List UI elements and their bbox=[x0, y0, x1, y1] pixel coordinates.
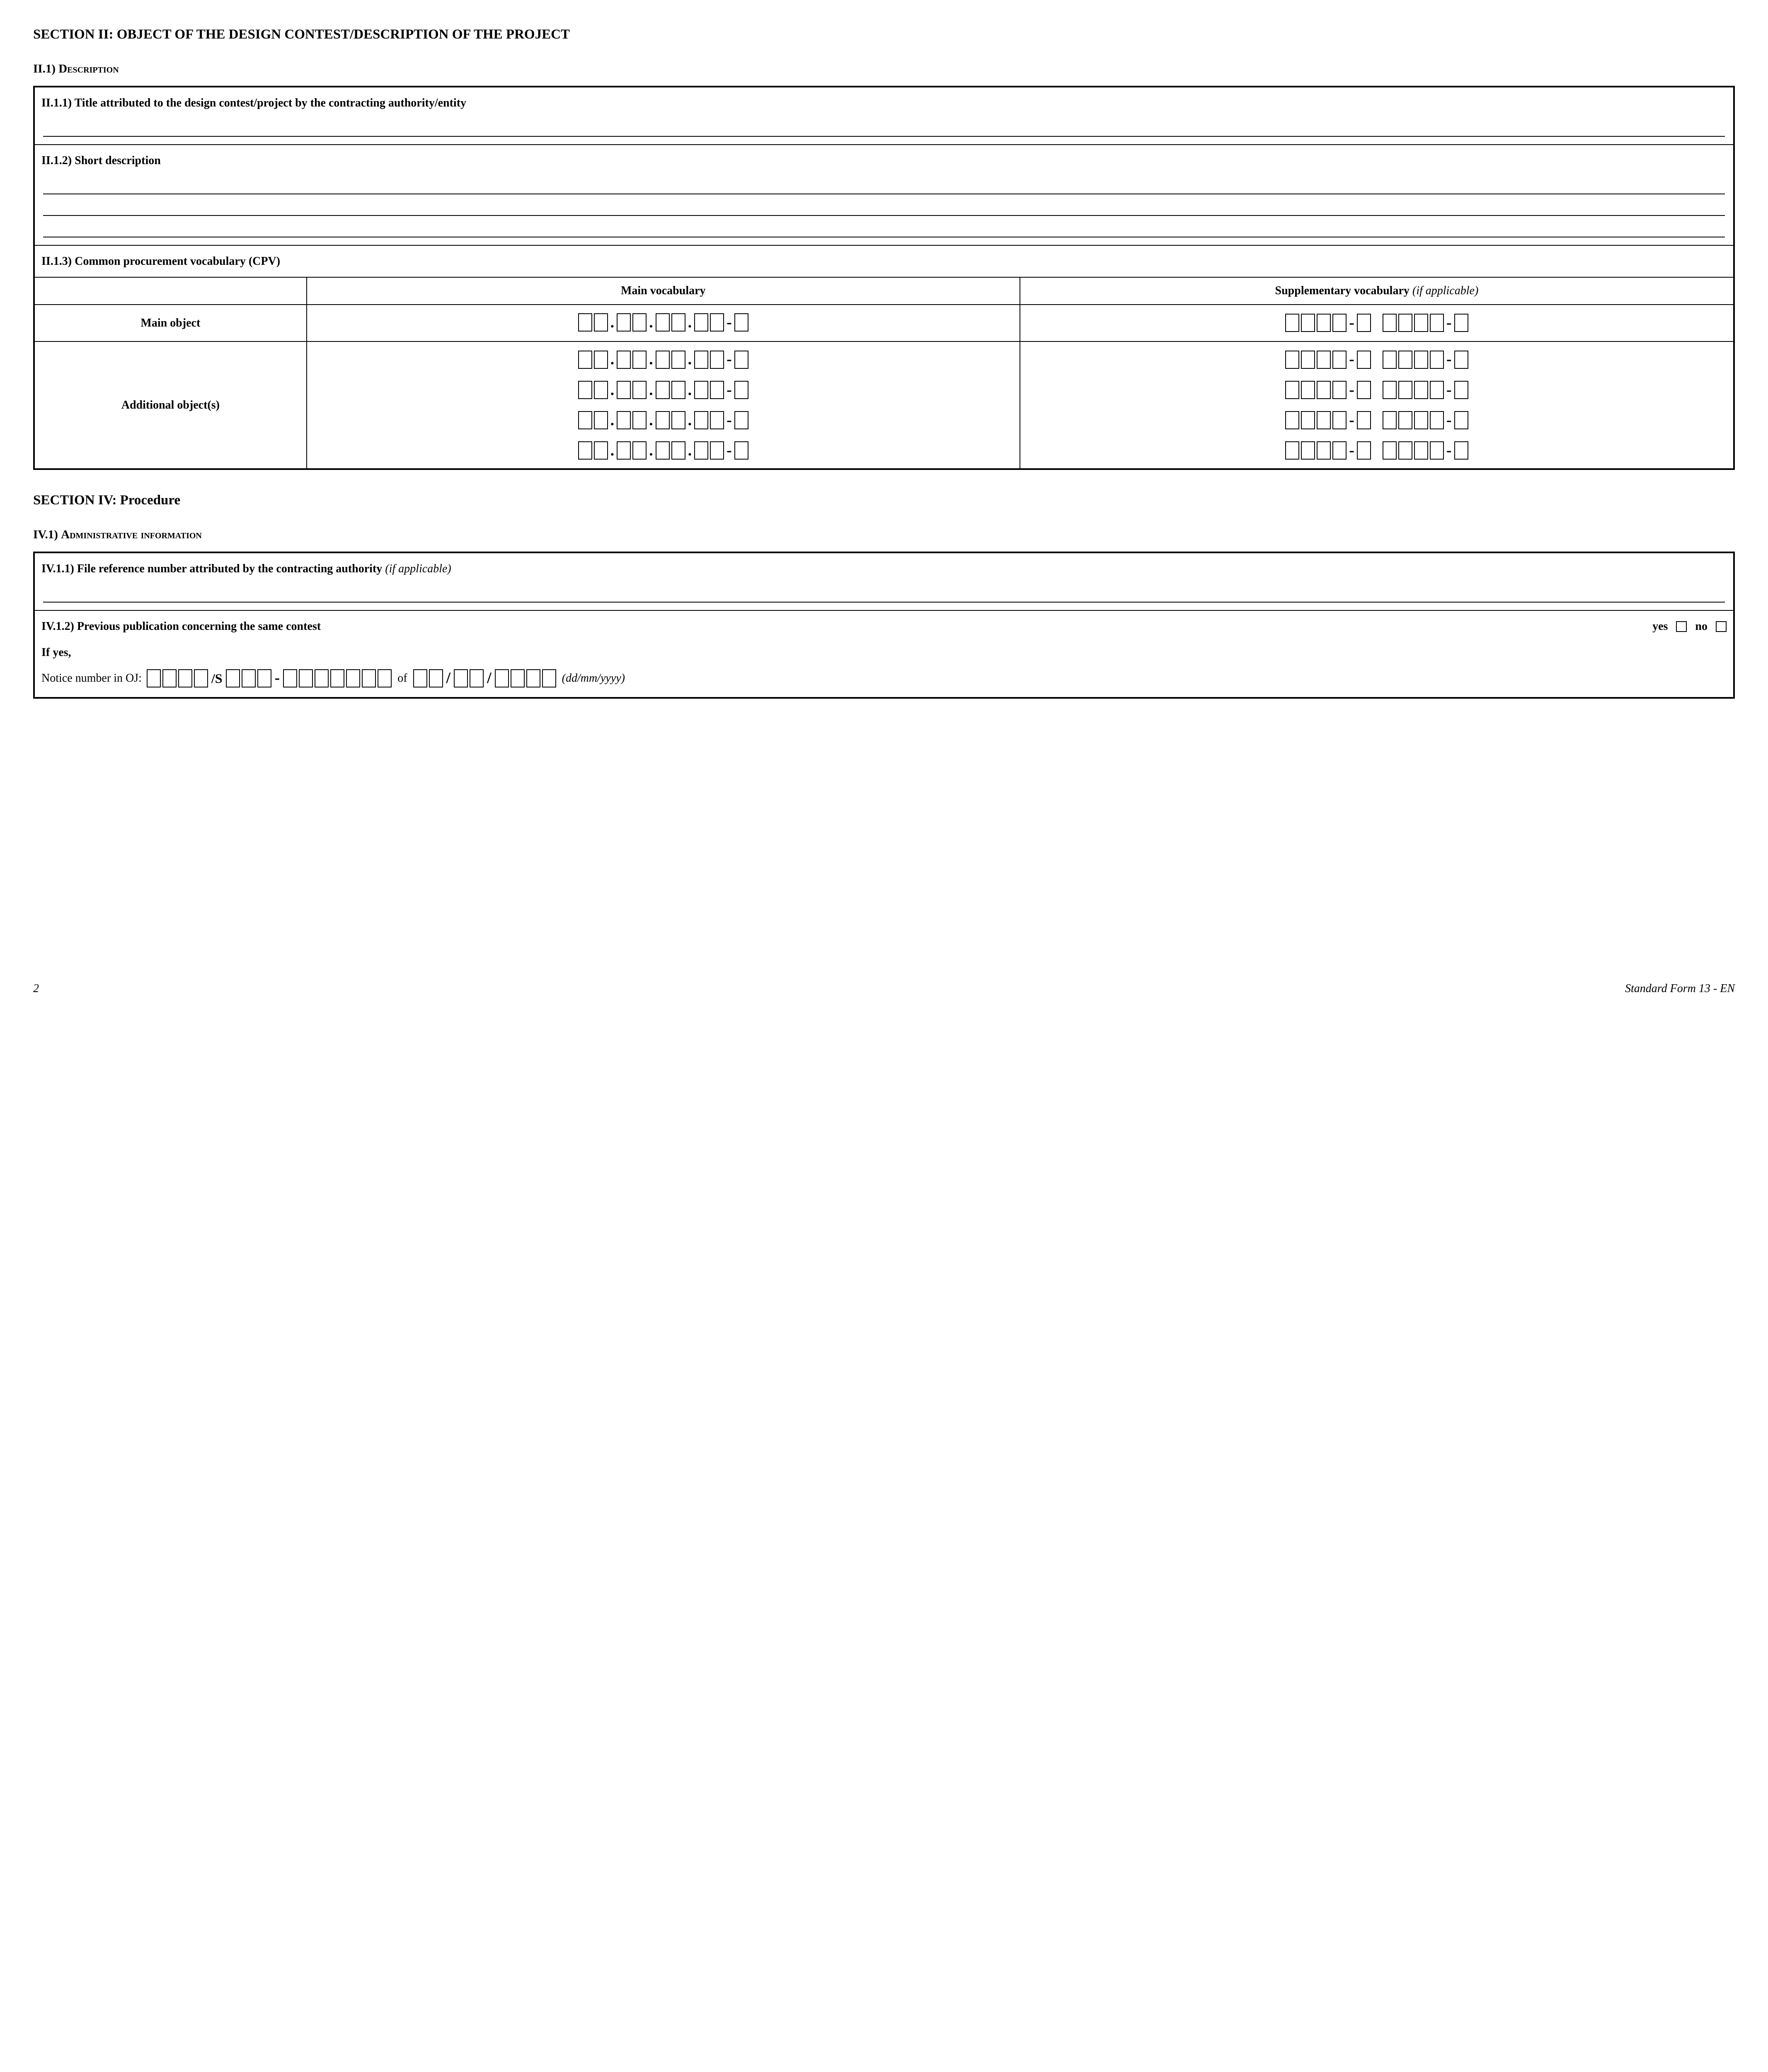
subsection-prefix: II.1) bbox=[33, 62, 58, 75]
cpv-row-main-label: Main object bbox=[35, 305, 307, 342]
cpv-col-supp-text: Supplementary vocabulary bbox=[1275, 284, 1412, 297]
oj-series-input[interactable] bbox=[226, 669, 271, 687]
date-yyyy-input[interactable] bbox=[495, 669, 556, 687]
blank-line[interactable] bbox=[43, 198, 1725, 216]
yes-checkbox[interactable] bbox=[1676, 621, 1687, 632]
notice-number-line: Notice number in OJ: /S - of / / (dd/mm/… bbox=[41, 667, 1727, 689]
page-number: 2 bbox=[33, 980, 39, 997]
cpv-code-input[interactable]: ...- bbox=[578, 440, 748, 462]
section-4-form-box: IV.1.1) File reference number attributed… bbox=[33, 552, 1735, 699]
section-2-heading: SECTION II: OBJECT OF THE DESIGN CONTEST… bbox=[33, 25, 1735, 44]
cell-ii-1-3-label: II.1.3) Common procurement vocabulary (C… bbox=[41, 253, 1727, 269]
cpv-empty-header bbox=[35, 278, 307, 304]
cpv-supp-input[interactable]: - bbox=[1285, 379, 1371, 401]
blank-line[interactable] bbox=[43, 584, 1725, 603]
cell-iv-1-2-label: IV.1.2) Previous publication concerning … bbox=[41, 618, 321, 634]
cell-iv-1-2: IV.1.2) Previous publication concerning … bbox=[35, 611, 1733, 697]
section-2-form-box: II.1.1) Title attributed to the design c… bbox=[33, 86, 1735, 470]
cpv-col-supp-italic: (if applicable) bbox=[1412, 284, 1478, 297]
cpv-code-input[interactable]: ...- bbox=[578, 409, 748, 431]
cell-iv-1-1-text: IV.1.1) File reference number attributed… bbox=[41, 562, 385, 575]
page-footer: 2 Standard Form 13 - EN bbox=[33, 980, 1735, 997]
cpv-code-input[interactable]: ...- bbox=[578, 379, 748, 401]
cell-ii-1-2-label: II.1.2) Short description bbox=[41, 152, 1727, 169]
cell-ii-1-2: II.1.2) Short description bbox=[35, 145, 1733, 246]
cpv-code-input[interactable]: ...- bbox=[578, 312, 748, 334]
cpv-supp-input[interactable]: - bbox=[1285, 349, 1371, 370]
date-dd-input[interactable] bbox=[413, 669, 443, 687]
date-mm-input[interactable] bbox=[454, 669, 484, 687]
no-label: no bbox=[1695, 618, 1707, 634]
date-slash: / bbox=[446, 667, 452, 689]
cpv-code-input[interactable]: ...- bbox=[578, 349, 748, 370]
date-slash: / bbox=[486, 667, 492, 689]
cpv-supp-input[interactable]: - bbox=[1383, 440, 1468, 462]
blank-line[interactable] bbox=[43, 219, 1725, 237]
of-label: of bbox=[394, 670, 410, 686]
if-yes-label: If yes, bbox=[41, 644, 1727, 661]
cpv-main-object-supp-vocab[interactable]: - - bbox=[1020, 305, 1733, 342]
cpv-supp-input[interactable]: - bbox=[1285, 409, 1371, 431]
section-4-heading: SECTION IV: Procedure bbox=[33, 491, 1735, 510]
cpv-supp-input[interactable]: - bbox=[1285, 440, 1371, 462]
subsection-prefix: IV.1) bbox=[33, 528, 61, 541]
cell-ii-1-1-label: II.1.1) Title attributed to the design c… bbox=[41, 95, 1727, 111]
section-2-1-heading: II.1) Description bbox=[33, 61, 1735, 77]
cpv-add-object-supp-vocab[interactable]: - - - - - - - - bbox=[1020, 341, 1733, 468]
form-id: Standard Form 13 - EN bbox=[1625, 980, 1735, 997]
yes-label: yes bbox=[1652, 618, 1668, 634]
cpv-supp-input[interactable]: - bbox=[1383, 349, 1468, 370]
blank-line[interactable] bbox=[43, 176, 1725, 194]
section-4-1-heading: IV.1) Administrative information bbox=[33, 526, 1735, 543]
cpv-row-add-label: Additional object(s) bbox=[35, 341, 307, 468]
cpv-supp-input[interactable]: - bbox=[1285, 312, 1371, 334]
cpv-add-object-main-vocab[interactable]: ...- ...- ...- ...- bbox=[307, 341, 1020, 468]
date-hint: (dd/mm/yyyy) bbox=[562, 670, 625, 686]
cpv-table: Main vocabulary Supplementary vocabulary… bbox=[35, 278, 1733, 468]
oj-sep-s: /S bbox=[211, 669, 223, 688]
cell-iv-1-1-label: IV.1.1) File reference number attributed… bbox=[41, 561, 1727, 577]
subsection-text: Administrative information bbox=[61, 528, 202, 541]
cpv-col-supp: Supplementary vocabulary (if applicable) bbox=[1020, 278, 1733, 304]
cpv-supp-input[interactable]: - bbox=[1383, 312, 1468, 334]
blank-line[interactable] bbox=[43, 119, 1725, 137]
no-checkbox[interactable] bbox=[1716, 621, 1727, 632]
cell-iv-1-1: IV.1.1) File reference number attributed… bbox=[35, 553, 1733, 611]
cell-ii-1-3: II.1.3) Common procurement vocabulary (C… bbox=[35, 246, 1733, 278]
subsection-text: Description bbox=[58, 62, 119, 75]
cpv-supp-input[interactable]: - bbox=[1383, 379, 1468, 401]
oj-number-input[interactable] bbox=[283, 669, 392, 687]
cpv-supp-input[interactable]: - bbox=[1383, 409, 1468, 431]
oj-year-input[interactable] bbox=[147, 669, 208, 687]
oj-dash: - bbox=[274, 667, 281, 689]
cell-ii-1-1: II.1.1) Title attributed to the design c… bbox=[35, 87, 1733, 145]
cpv-col-main: Main vocabulary bbox=[307, 278, 1020, 304]
notice-prefix: Notice number in OJ: bbox=[41, 670, 142, 686]
yes-no-group: yes no bbox=[1652, 618, 1727, 634]
cell-iv-1-1-italic: (if applicable) bbox=[385, 562, 451, 575]
cpv-main-object-main-vocab[interactable]: ...- bbox=[307, 305, 1020, 342]
